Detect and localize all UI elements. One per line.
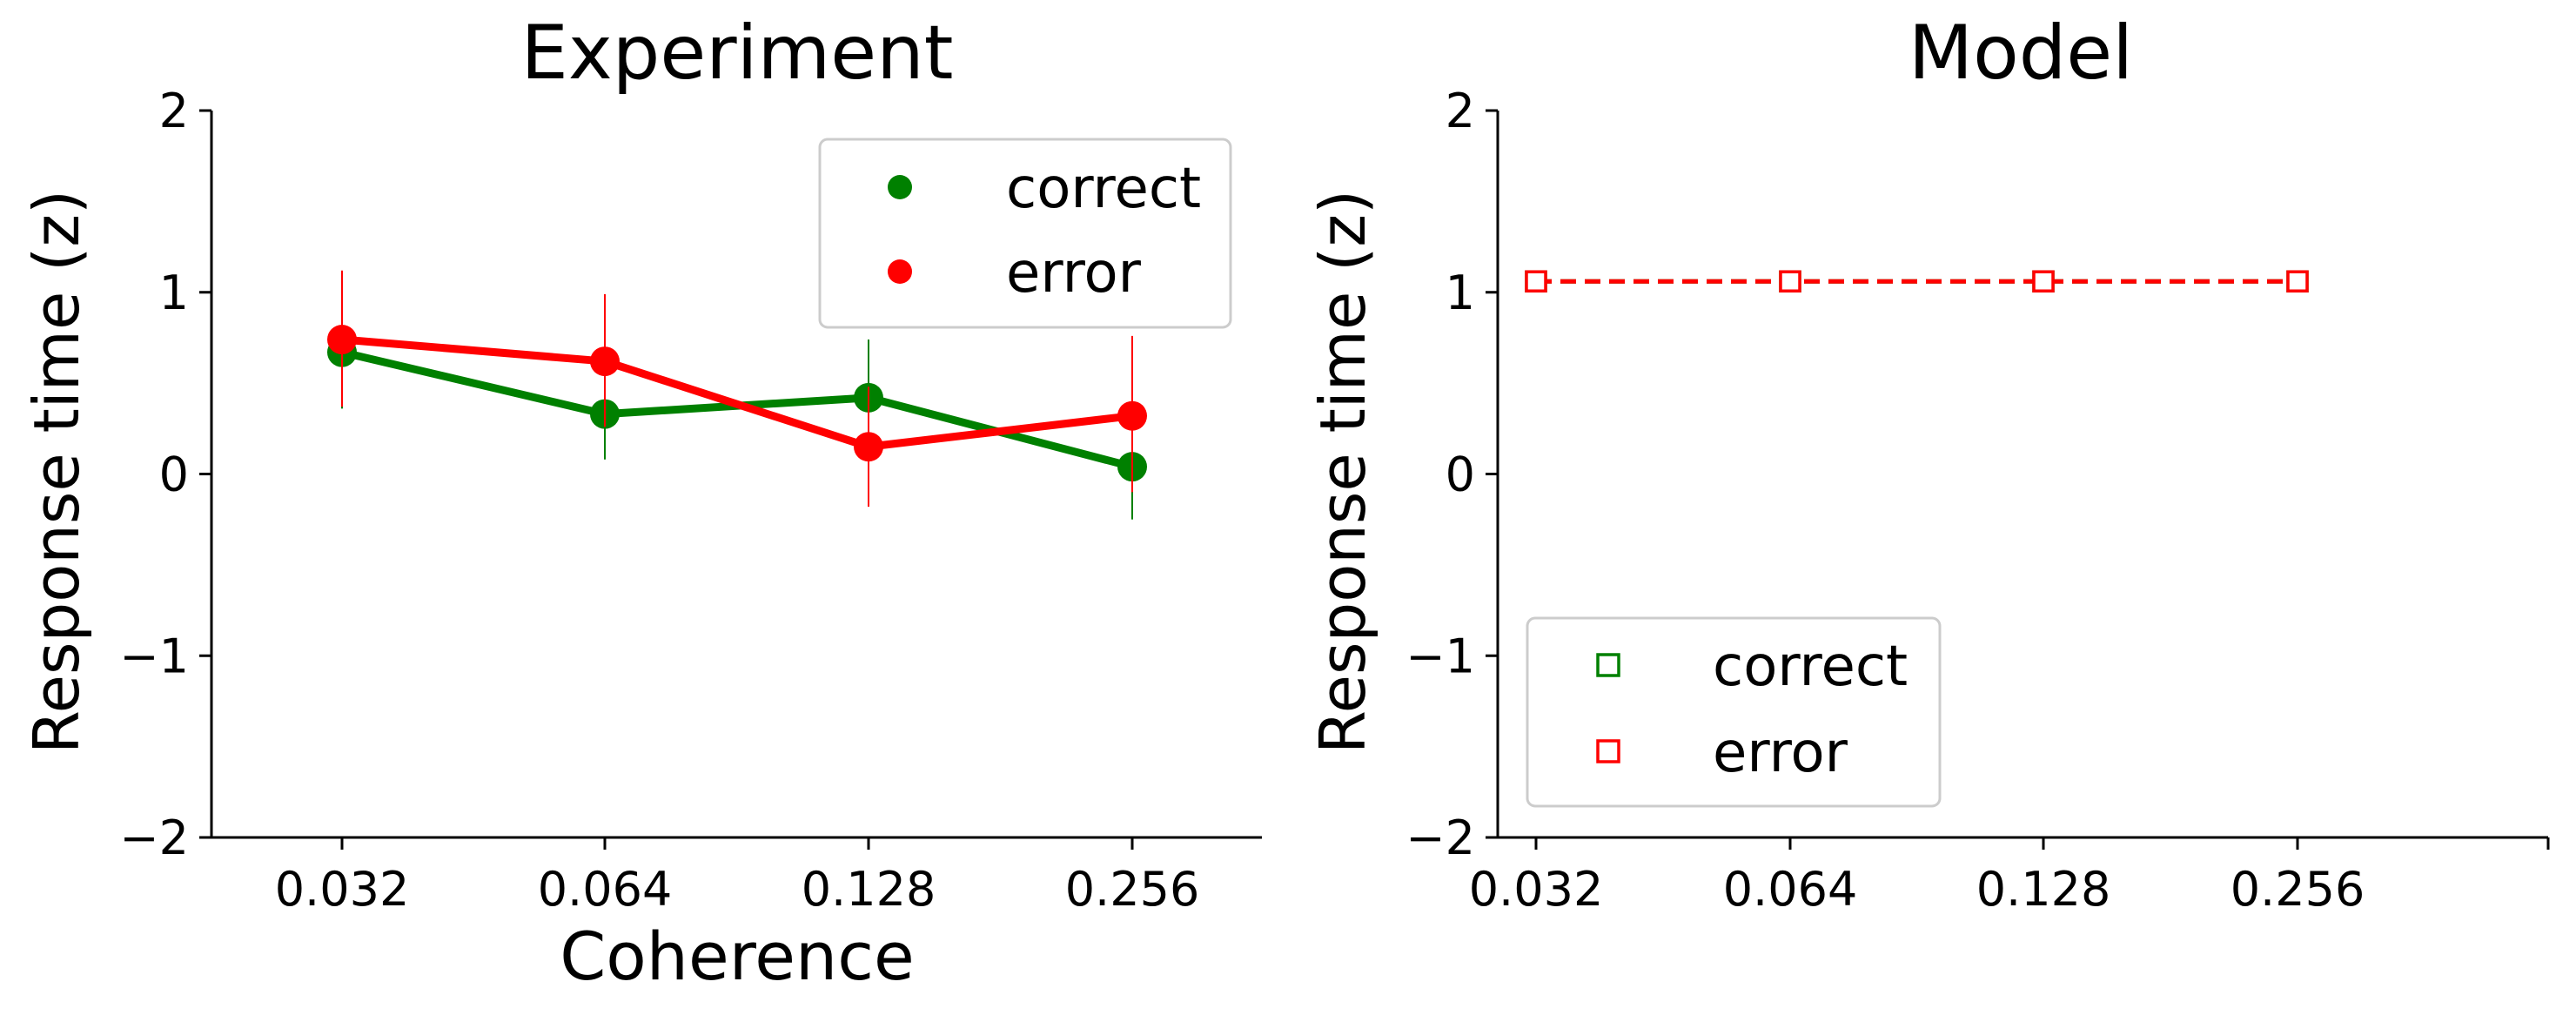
experiment-y-tick-label: 0 xyxy=(159,447,189,502)
model-y-tick-label: 2 xyxy=(1446,84,1475,138)
experiment-series-error-line xyxy=(341,335,1133,451)
experiment-series-error-marker xyxy=(854,432,883,462)
experiment-title: Experiment xyxy=(521,10,954,97)
experiment-y-tick-label: 1 xyxy=(159,266,189,320)
experiment-panel: Experiment Response time (z) Coherence −… xyxy=(20,10,1262,995)
model-legend-error-marker xyxy=(1596,739,1620,763)
experiment-axes: −2 −1 0 1 2 0.032 0.064 0.128 0.256 xyxy=(119,84,1262,917)
model-axes: −2 −1 0 1 2 0.032 0.064 0.128 0.256 xyxy=(1405,84,2550,917)
experiment-legend: correct error xyxy=(818,138,1232,329)
model-y-tick-label: −2 xyxy=(1405,810,1475,865)
experiment-legend-correct-marker xyxy=(888,175,912,199)
model-legend-error-label: error xyxy=(1713,721,1848,785)
model-series-error-marker xyxy=(2286,270,2309,292)
experiment-series-error-marker xyxy=(327,325,357,355)
model-x-tick-label: 0.032 xyxy=(1469,862,1604,917)
model-y-tick-label: 1 xyxy=(1446,266,1475,320)
experiment-plot-area xyxy=(327,270,1147,520)
model-legend: correct error xyxy=(1526,616,1942,808)
experiment-y-tick-label: −2 xyxy=(119,810,189,865)
experiment-series-error-marker xyxy=(1117,400,1147,431)
experiment-y-tick-label: 2 xyxy=(159,84,189,138)
model-series-error-marker xyxy=(1779,270,1801,292)
model-panel: Model Response time (z) −2 −1 0 1 2 0.032 0.06… xyxy=(1306,10,2550,917)
experiment-x-tick-label: 0.256 xyxy=(1065,862,1200,917)
experiment-x-tick-label: 0.064 xyxy=(538,862,673,917)
model-series-error-marker xyxy=(1525,270,1547,292)
experiment-legend-correct-label: correct xyxy=(1006,157,1201,221)
model-series-error-marker xyxy=(2032,270,2055,292)
model-series-error xyxy=(1525,270,2309,292)
model-y-tick-label: 0 xyxy=(1446,447,1475,502)
model-y-tick-label: −1 xyxy=(1405,629,1475,683)
experiment-y-tick-label: −1 xyxy=(119,629,189,683)
experiment-x-tick-label: 0.128 xyxy=(802,862,936,917)
experiment-x-tick-label: 0.032 xyxy=(275,862,410,917)
experiment-legend-box xyxy=(818,138,1232,329)
model-plot-area xyxy=(1525,270,2309,292)
experiment-series-correct-line xyxy=(340,348,1134,471)
experiment-legend-error-label: error xyxy=(1006,241,1142,306)
experiment-x-axis-label: Coherence xyxy=(560,918,915,995)
model-legend-correct-label: correct xyxy=(1713,635,1908,699)
model-legend-correct-marker xyxy=(1596,653,1620,677)
experiment-series-error xyxy=(327,270,1147,508)
model-legend-box xyxy=(1526,616,1942,808)
model-title: Model xyxy=(1909,10,2133,97)
experiment-series-error-marker xyxy=(590,346,620,377)
model-x-tick-label: 0.064 xyxy=(1723,862,1858,917)
model-x-tick-label: 0.128 xyxy=(1976,862,2111,917)
experiment-y-axis-label: Response time (z) xyxy=(20,190,93,754)
experiment-legend-error-marker xyxy=(888,259,912,284)
model-x-tick-label: 0.256 xyxy=(2231,862,2365,917)
model-y-axis-label: Response time (z) xyxy=(1306,190,1379,754)
